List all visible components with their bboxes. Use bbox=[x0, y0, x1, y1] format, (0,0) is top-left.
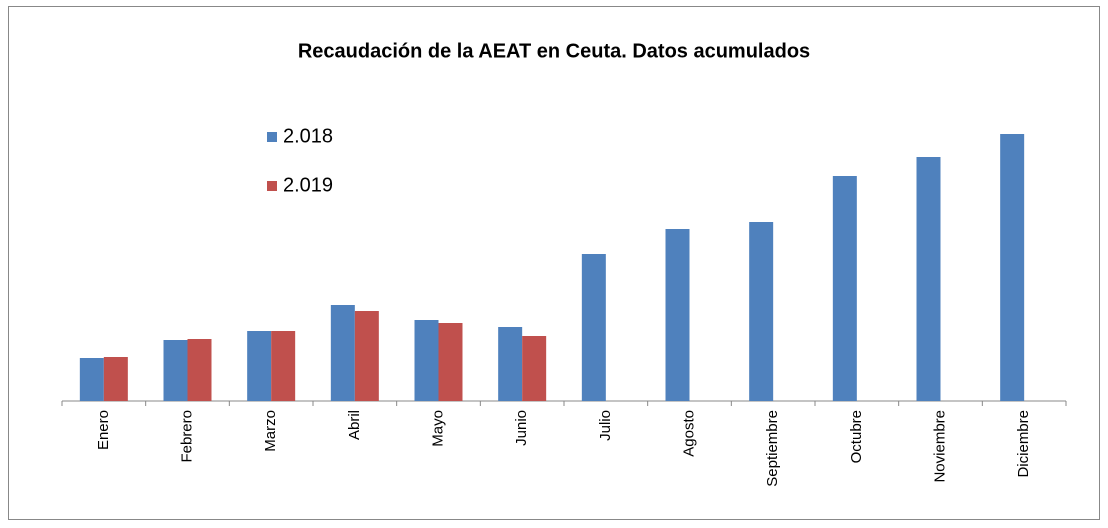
x-tick-label: Noviembre bbox=[931, 410, 948, 483]
x-tick-label: Junio bbox=[513, 410, 530, 446]
bar bbox=[832, 176, 857, 401]
x-tick-label: Octubre bbox=[848, 410, 865, 463]
bar bbox=[581, 254, 606, 401]
legend-swatch bbox=[267, 132, 277, 142]
bar bbox=[354, 311, 379, 401]
x-tick-label: Diciembre bbox=[1015, 410, 1032, 478]
x-tick-label: Agosto bbox=[680, 410, 697, 457]
bar bbox=[749, 222, 774, 401]
x-tick-label: Enero bbox=[95, 410, 112, 450]
bar bbox=[438, 323, 463, 401]
x-tick-label: Septiembre bbox=[764, 410, 781, 487]
bar bbox=[271, 331, 296, 401]
bar bbox=[247, 331, 272, 401]
bar bbox=[1000, 134, 1025, 401]
bar bbox=[330, 305, 355, 401]
bar bbox=[163, 340, 188, 401]
bar bbox=[665, 229, 690, 401]
x-tick-label: Mayo bbox=[429, 410, 446, 447]
legend-swatch bbox=[267, 181, 277, 191]
x-tick-label: Marzo bbox=[262, 410, 279, 452]
bar bbox=[522, 336, 547, 401]
legend-label: 2.019 bbox=[283, 174, 333, 196]
bar bbox=[187, 339, 212, 401]
bar bbox=[414, 320, 439, 401]
bar bbox=[79, 358, 104, 401]
bar bbox=[916, 157, 941, 401]
x-tick-label: Febrero bbox=[178, 410, 195, 463]
legend-label: 2.018 bbox=[283, 125, 333, 147]
bar bbox=[498, 327, 523, 401]
bar bbox=[103, 357, 128, 401]
x-tick-label: Abril bbox=[346, 410, 363, 440]
chart-title: Recaudación de la AEAT en Ceuta. Datos a… bbox=[298, 40, 810, 62]
x-tick-label: Julio bbox=[597, 410, 614, 441]
